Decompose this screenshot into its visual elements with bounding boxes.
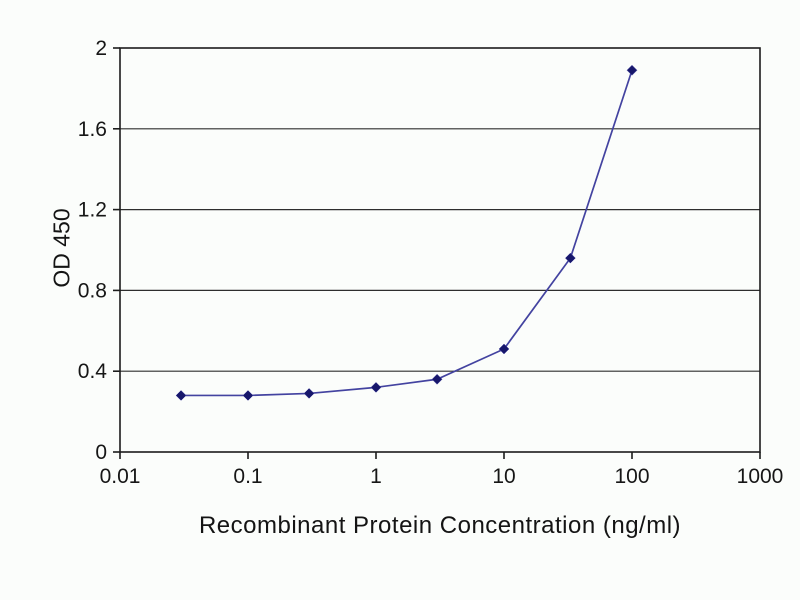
data-point-marker [498, 343, 510, 355]
data-point-marker [303, 388, 315, 399]
y-tick-label: 1.6 [78, 118, 107, 141]
data-point-marker [565, 252, 576, 264]
y-tick-label: 0.4 [78, 360, 108, 383]
plot-border [119, 47, 761, 453]
data-point-marker [242, 390, 254, 401]
data-point-marker [370, 382, 382, 393]
x-tick-label: 0.1 [233, 465, 262, 488]
data-point-marker [626, 64, 638, 76]
y-tick-label: 2 [95, 37, 107, 60]
y-tick-label: 1.2 [78, 199, 107, 222]
y-tick-label: 0 [95, 441, 107, 464]
x-tick-label: 1 [370, 465, 382, 488]
x-tick-label: 100 [614, 465, 649, 488]
series-line [181, 69, 633, 397]
data-point-marker [431, 373, 443, 385]
data-point-marker [175, 390, 187, 401]
y-axis-title: OD 450 [48, 208, 75, 288]
x-axis-title: Recombinant Protein Concentration (ng/ml… [198, 512, 682, 539]
x-tick-label: 0.01 [100, 465, 141, 488]
y-tick-label: 0.8 [78, 279, 107, 302]
x-tick-label: 1000 [737, 465, 784, 488]
x-tick-label: 10 [492, 465, 515, 488]
